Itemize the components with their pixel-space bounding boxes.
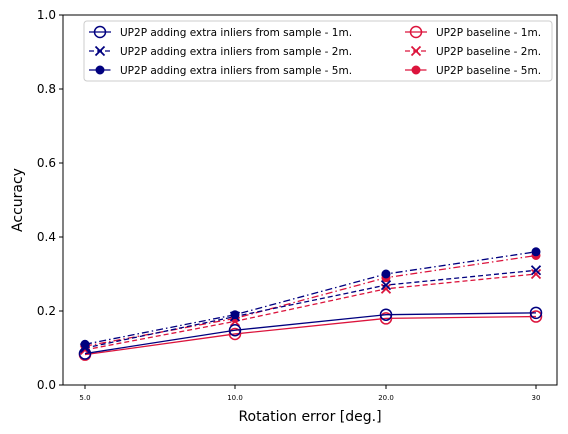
- legend-label: UP2P baseline - 2m.: [436, 46, 541, 58]
- series-3-line: [84, 251, 537, 345]
- y-tick-label: 1.0: [37, 8, 56, 22]
- y-tick-label: 0.8: [37, 82, 56, 96]
- legend-label: UP2P adding extra inliers from sample - …: [120, 65, 352, 77]
- series-3-point: [381, 269, 391, 279]
- series-layer: [78, 247, 543, 361]
- series-1-point: [529, 306, 543, 320]
- series-1-point: [379, 308, 393, 321]
- legend-marker: [410, 45, 422, 57]
- series-2-line: [84, 269, 537, 349]
- series-5-line: [84, 273, 537, 351]
- legend: UP2P adding extra inliers from sample - …: [83, 20, 553, 82]
- legend-item: UP2P baseline - 1m.: [405, 25, 541, 39]
- x-tick-label: 20.0: [378, 394, 394, 402]
- series-2-point: [530, 265, 542, 276]
- legend-marker-stroke-b: [410, 45, 422, 57]
- series-4-point: [379, 312, 393, 325]
- x-tick-label: 10.0: [227, 394, 243, 402]
- legend-box: [83, 20, 553, 82]
- series-1: [78, 306, 543, 360]
- legend-marker: [94, 45, 106, 57]
- y-tick-label: 0.2: [37, 304, 56, 318]
- ticks-layer: 5.0 10.0 20.0 30 0.0 0.2 0.4 0.6 0.8 1.0: [37, 8, 541, 402]
- y-tick-label: 0.0: [37, 378, 56, 392]
- legend-label: UP2P adding extra inliers from sample - …: [120, 46, 352, 58]
- x-tick-label: 30: [532, 394, 541, 402]
- series-2-point-stroke-b: [530, 265, 542, 276]
- legend-item: UP2P adding extra inliers from sample - …: [89, 25, 352, 39]
- series-5-point-stroke-b: [380, 283, 392, 294]
- series-4-line: [84, 315, 537, 356]
- y-tick-label: 0.4: [37, 230, 56, 244]
- series-5-point-stroke-b: [530, 268, 542, 280]
- x-tick-label: 5.0: [79, 394, 90, 402]
- legend-item: UP2P baseline - 2m.: [405, 45, 541, 58]
- series-2-point: [380, 279, 392, 291]
- series-5-point: [530, 268, 542, 280]
- legend-label: UP2P baseline - 5m.: [436, 65, 541, 77]
- legend-item: UP2P baseline - 5m.: [405, 65, 541, 77]
- y-tick-label: 0.6: [37, 156, 56, 170]
- legend-label: UP2P baseline - 1m.: [436, 27, 541, 39]
- legend-item: UP2P adding extra inliers from sample - …: [89, 45, 352, 58]
- x-axis-label: Rotation error [deg.]: [238, 409, 381, 425]
- series-3-point: [531, 247, 541, 257]
- y-axis-label: Accuracy: [10, 168, 26, 232]
- series-3-point: [80, 339, 90, 349]
- legend-item: UP2P adding extra inliers from sample - …: [89, 65, 352, 77]
- series-3: [80, 247, 541, 349]
- series-3-point: [230, 310, 240, 320]
- legend-marker: [95, 65, 105, 75]
- legend-label: UP2P adding extra inliers from sample - …: [120, 27, 352, 39]
- legend-marker: [409, 25, 423, 39]
- legend-marker: [93, 25, 107, 39]
- series-1-line: [84, 312, 537, 355]
- legend-marker: [411, 65, 421, 75]
- series-2-point-stroke-b: [380, 279, 392, 291]
- series-1-point: [228, 323, 242, 337]
- series-4-point: [529, 310, 543, 323]
- plot-frame: [62, 14, 558, 386]
- series-4-point: [228, 327, 242, 341]
- legend-marker-stroke-b: [94, 45, 106, 57]
